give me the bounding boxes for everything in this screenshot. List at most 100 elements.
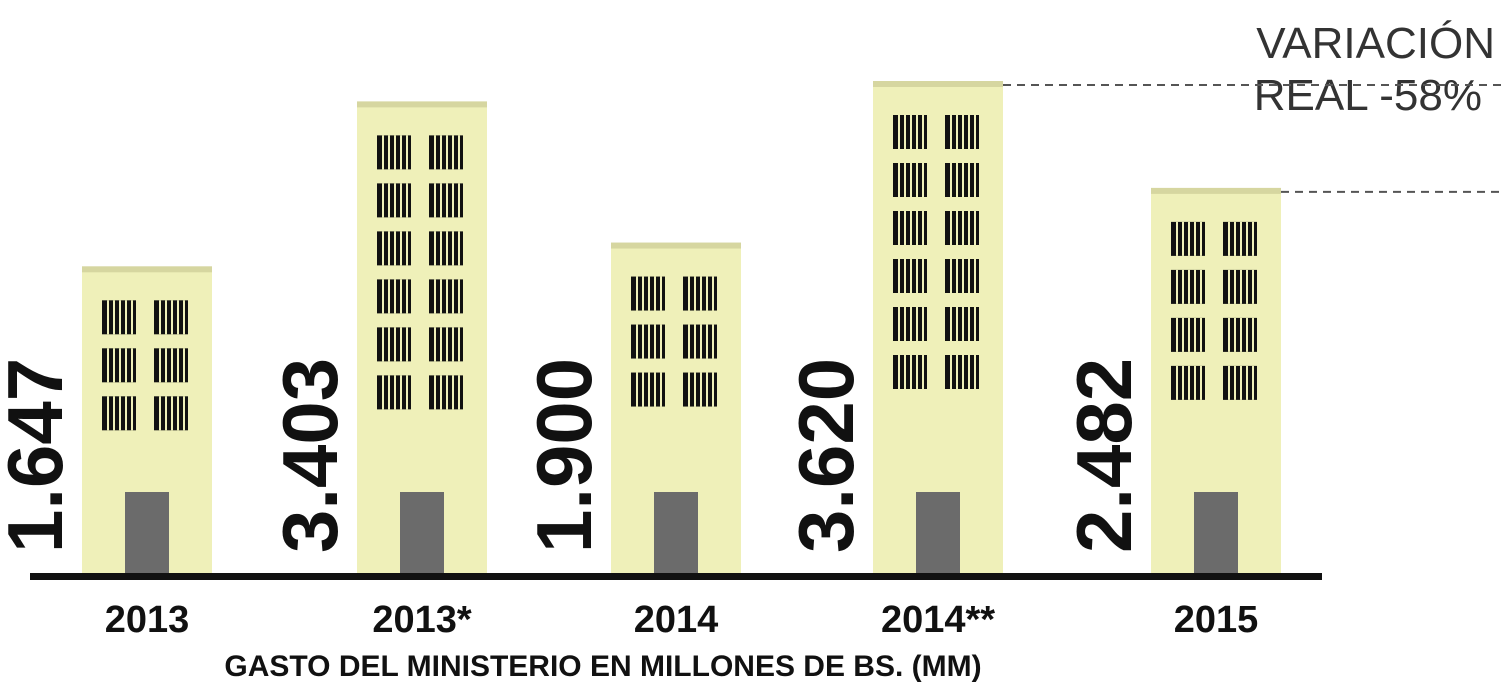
window-bar <box>642 324 644 359</box>
window-bar <box>1246 269 1248 304</box>
window-bar <box>700 372 702 407</box>
window-bar <box>974 259 976 293</box>
window-bar <box>974 355 976 389</box>
window-bar <box>434 231 436 266</box>
window-bar <box>642 276 644 311</box>
window-bar <box>452 327 454 362</box>
window-bar <box>636 324 638 359</box>
window-bar <box>974 307 976 341</box>
window-bar <box>1200 365 1202 400</box>
window-bar <box>1228 221 1230 256</box>
window-bar <box>968 115 970 149</box>
window-bar <box>171 348 173 383</box>
x-axis-label: GASTO DEL MINISTERIO EN MILLONES DE BS. … <box>224 650 981 683</box>
window-bar <box>458 327 460 362</box>
window-bar <box>406 231 408 266</box>
window-bar <box>1234 269 1236 304</box>
window-bar <box>1234 317 1236 352</box>
window-bar <box>1240 269 1242 304</box>
window-bar <box>1252 221 1254 256</box>
window-bar <box>107 300 109 335</box>
window-bar <box>440 327 442 362</box>
window-bar <box>171 396 173 431</box>
window-bar <box>904 259 906 293</box>
window-bar <box>1228 317 1230 352</box>
window-bar <box>1188 221 1190 256</box>
window-bar <box>113 348 115 383</box>
window-bar <box>956 115 958 149</box>
window-bar <box>1188 317 1190 352</box>
window-bar <box>1240 221 1242 256</box>
window-bar <box>177 348 179 383</box>
window-bar <box>700 324 702 359</box>
roof-shadow <box>873 81 1003 87</box>
window-bar <box>394 231 396 266</box>
window-bar <box>1234 365 1236 400</box>
window-bar <box>400 183 402 218</box>
window-bar <box>125 348 127 383</box>
window-bar <box>400 135 402 170</box>
window-bar <box>1194 221 1196 256</box>
window-bar <box>636 372 638 407</box>
window-bar <box>406 327 408 362</box>
window-bar <box>382 327 384 362</box>
window-bar <box>388 375 390 410</box>
window-bar <box>968 211 970 245</box>
window-bar <box>1194 317 1196 352</box>
window-bar <box>712 276 714 311</box>
window-bar <box>688 372 690 407</box>
window-bar <box>962 307 964 341</box>
window-bar <box>119 396 121 431</box>
window-bar <box>458 231 460 266</box>
window-bar <box>394 279 396 314</box>
window-bar <box>400 279 402 314</box>
x-tick-label: 2013* <box>372 599 472 641</box>
window-bar <box>922 115 924 149</box>
window-bar <box>406 135 408 170</box>
window-bar <box>904 307 906 341</box>
window-bar <box>1246 317 1248 352</box>
window-bar <box>898 163 900 197</box>
window-bar <box>394 327 396 362</box>
window-bar <box>1194 269 1196 304</box>
window-bar <box>660 372 662 407</box>
window-bar <box>434 375 436 410</box>
window-bar <box>177 396 179 431</box>
window-bar <box>916 355 918 389</box>
window-bar <box>962 355 964 389</box>
value-label: 2.482 <box>1060 358 1148 553</box>
window-bar <box>452 279 454 314</box>
window-bar <box>107 396 109 431</box>
annotation-line: REAL -58% <box>1254 71 1482 120</box>
window-bar <box>968 163 970 197</box>
window-bar <box>434 183 436 218</box>
window-bar <box>974 163 976 197</box>
window-bar <box>183 348 185 383</box>
window-bar <box>688 324 690 359</box>
window-bar <box>916 307 918 341</box>
window-bar <box>1176 221 1178 256</box>
window-bar <box>916 163 918 197</box>
window-bar <box>654 372 656 407</box>
window-bar <box>434 327 436 362</box>
window-bar <box>388 279 390 314</box>
window-bar <box>956 259 958 293</box>
window-bar <box>394 375 396 410</box>
window-bar <box>910 307 912 341</box>
window-bar <box>113 300 115 335</box>
window-bar <box>1188 365 1190 400</box>
window-bar <box>642 372 644 407</box>
window-bar <box>956 211 958 245</box>
roof-shadow <box>357 101 487 108</box>
window-bar <box>394 135 396 170</box>
window-bar <box>125 300 127 335</box>
window-bar <box>660 324 662 359</box>
window-bar <box>700 276 702 311</box>
window-bar <box>1182 269 1184 304</box>
window-bar <box>159 300 161 335</box>
window-bar <box>1228 269 1230 304</box>
window-bar <box>910 211 912 245</box>
window-bar <box>694 324 696 359</box>
window-bar <box>648 276 650 311</box>
